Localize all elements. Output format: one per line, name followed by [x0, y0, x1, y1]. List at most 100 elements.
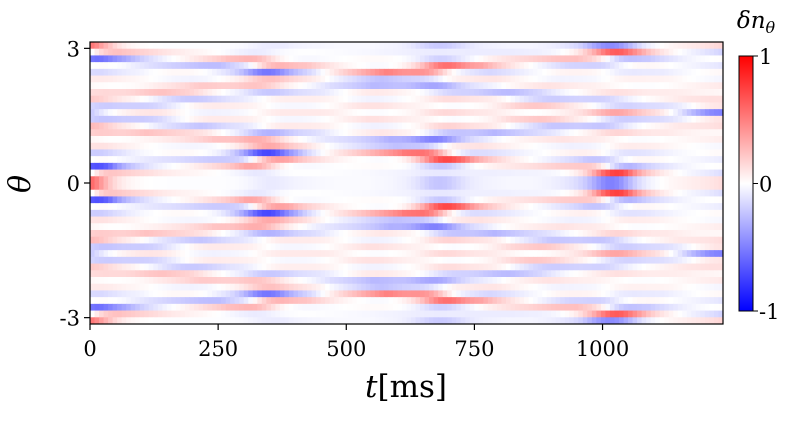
heatmap-cell	[628, 203, 633, 211]
heatmap-cell	[447, 162, 453, 170]
heatmap-cell	[352, 162, 358, 170]
heatmap-cell	[406, 223, 412, 231]
heatmap-cell	[302, 216, 308, 224]
heatmap-cell	[628, 189, 633, 197]
heatmap-cell	[433, 62, 439, 70]
heatmap-cell	[415, 176, 421, 184]
heatmap-cell	[637, 156, 643, 164]
heatmap-cell	[709, 196, 715, 204]
heatmap-cell	[157, 82, 163, 90]
heatmap-cell	[370, 216, 376, 224]
heatmap-cell	[356, 196, 362, 204]
heatmap-cell	[519, 62, 525, 70]
heatmap-cell	[465, 256, 471, 264]
heatmap-cell	[655, 156, 661, 164]
heatmap-cell	[221, 230, 227, 238]
heatmap-cell	[438, 136, 444, 144]
heatmap-cell	[632, 82, 638, 90]
heatmap-cell	[677, 68, 683, 76]
heatmap-cell	[189, 55, 195, 63]
heatmap-cell	[383, 230, 389, 238]
heatmap-cell	[519, 263, 525, 271]
heatmap-cell	[347, 42, 353, 50]
heatmap-cell	[365, 129, 371, 137]
heatmap-cell	[605, 82, 611, 90]
heatmap-cell	[447, 89, 453, 97]
heatmap-cell	[524, 256, 529, 264]
heatmap-cell	[108, 122, 114, 130]
heatmap-cell	[515, 169, 520, 177]
heatmap-cell	[704, 142, 710, 150]
heatmap-cell	[619, 263, 624, 271]
heatmap-cell	[216, 115, 222, 123]
heatmap-cell	[311, 223, 317, 231]
heatmap-cell	[406, 236, 412, 244]
heatmap-cell	[573, 149, 579, 157]
heatmap-cell	[695, 243, 701, 251]
heatmap-cell	[216, 162, 222, 170]
heatmap-cell	[718, 115, 724, 123]
heatmap-cell	[420, 243, 425, 251]
heatmap-cell	[424, 42, 430, 50]
heatmap-cell	[193, 62, 199, 70]
heatmap-cell	[334, 115, 340, 123]
heatmap-cell	[673, 129, 679, 137]
heatmap-cell	[266, 62, 272, 70]
heatmap-cell	[533, 162, 539, 170]
heatmap-cell	[347, 256, 353, 264]
heatmap-cell	[297, 203, 303, 211]
heatmap-cell	[288, 203, 294, 211]
heatmap-cell	[424, 256, 430, 264]
heatmap-cell	[555, 216, 561, 224]
heatmap-cell	[356, 236, 362, 244]
heatmap-cell	[153, 270, 159, 278]
heatmap-cell	[704, 149, 710, 157]
heatmap-cell	[709, 68, 715, 76]
heatmap-cell	[713, 216, 719, 224]
heatmap-cell	[510, 142, 516, 150]
heatmap-cell	[528, 62, 534, 70]
heatmap-cell	[411, 82, 416, 90]
heatmap-cell	[524, 270, 529, 278]
heatmap-cell	[108, 48, 114, 56]
heatmap-cell	[117, 75, 123, 83]
heatmap-cell	[406, 196, 412, 204]
heatmap-cell	[519, 136, 525, 144]
heatmap-cell	[709, 270, 715, 278]
heatmap-cell	[207, 256, 213, 264]
heatmap-cell	[632, 183, 638, 191]
heatmap-cell	[216, 75, 222, 83]
heatmap-cell	[343, 109, 349, 117]
heatmap-cell	[578, 263, 584, 271]
heatmap-cell	[546, 256, 552, 264]
heatmap-cell	[99, 223, 104, 231]
heatmap-cell	[234, 55, 240, 63]
heatmap-cell	[175, 250, 181, 258]
heatmap-cell	[112, 102, 118, 110]
heatmap-cell	[474, 196, 480, 204]
heatmap-cell	[370, 256, 376, 264]
heatmap-cell	[713, 115, 719, 123]
heatmap-cell	[628, 196, 633, 204]
heatmap-cell	[433, 55, 439, 63]
heatmap-cell	[266, 75, 272, 83]
heatmap-cell	[686, 89, 692, 97]
heatmap-cell	[153, 263, 159, 271]
heatmap-cell	[347, 176, 353, 184]
heatmap-cell	[320, 209, 326, 217]
heatmap-cell	[320, 68, 326, 76]
heatmap-cell	[487, 109, 493, 117]
heatmap-cell	[515, 209, 520, 217]
heatmap-cell	[501, 250, 507, 258]
heatmap-cell	[483, 136, 489, 144]
heatmap-cell	[664, 230, 670, 238]
heatmap-cell	[361, 142, 367, 150]
heatmap-cell	[628, 183, 633, 191]
heatmap-cell	[302, 230, 308, 238]
heatmap-cell	[424, 250, 430, 258]
heatmap-cell	[542, 256, 548, 264]
heatmap-cell	[442, 223, 448, 231]
heatmap-cell	[505, 122, 511, 130]
heatmap-cell	[379, 129, 385, 137]
heatmap-cell	[180, 156, 186, 164]
